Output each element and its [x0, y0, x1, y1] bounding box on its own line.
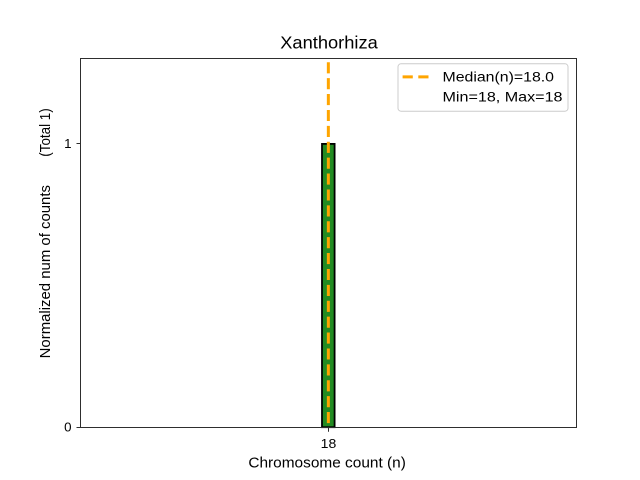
svg-text:1: 1 — [64, 136, 71, 151]
svg-text:Chromosome count (n): Chromosome count (n) — [248, 455, 406, 471]
svg-text:Median(n)=18.0: Median(n)=18.0 — [443, 70, 555, 85]
svg-text:18: 18 — [321, 436, 337, 451]
svg-text:0: 0 — [64, 420, 71, 435]
svg-text:Xanthorhiza: Xanthorhiza — [280, 32, 378, 52]
svg-text:(Total 1): (Total 1) — [38, 108, 54, 156]
svg-text:Normalized num of counts: Normalized num of counts — [38, 185, 54, 358]
svg-text:Min=18, Max=18: Min=18, Max=18 — [443, 89, 563, 104]
